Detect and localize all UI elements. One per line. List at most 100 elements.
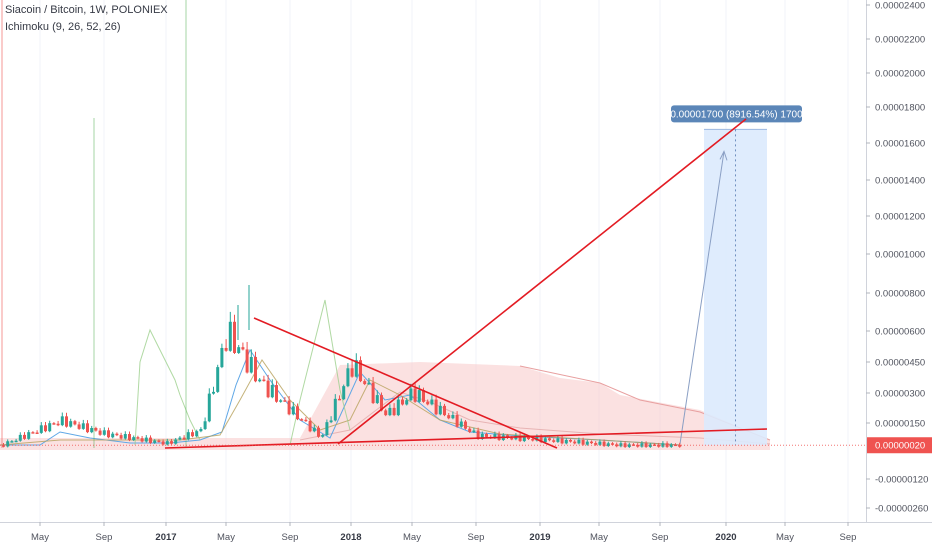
candle-body [233, 321, 236, 353]
candle-body [199, 429, 203, 432]
candle-body [275, 385, 278, 402]
candle-body [153, 440, 157, 443]
candle-body [241, 347, 245, 350]
candle-body [48, 423, 52, 432]
candle-body [581, 440, 585, 445]
candle-body [258, 379, 262, 382]
candle-body [363, 381, 367, 385]
current-price-label: 0.00000020 [875, 441, 925, 452]
candle-body [623, 443, 627, 447]
candle-body [375, 395, 379, 404]
price-label: 0.00002000 [875, 69, 925, 80]
candle-body [39, 425, 43, 433]
candle-body [665, 443, 669, 447]
candle-body [254, 356, 257, 382]
vertical-grid [39, 0, 849, 522]
projection-range[interactable]: 0.00001700 (8916.54%) 1700 [670, 105, 803, 446]
candle-body [405, 400, 409, 405]
candle-body [18, 434, 22, 441]
price-label: 0.00002200 [875, 35, 925, 46]
symbol-title[interactable]: Siacoin / Bitcoin, 1W, POLONIEX [5, 4, 168, 16]
candle-body [60, 416, 64, 426]
candle-body [480, 433, 484, 439]
candle-body [606, 443, 610, 446]
projection-label: 0.00001700 (8916.54%) 1700 [670, 109, 803, 120]
candle-body [333, 398, 337, 421]
candle-body [115, 433, 119, 436]
candle-body [636, 444, 640, 447]
candle-body [245, 349, 249, 373]
candle-body [627, 444, 631, 447]
candle-body [52, 423, 56, 425]
candle-body [228, 321, 232, 351]
time-label: 2019 [529, 532, 550, 543]
candle-body [270, 385, 274, 398]
candle-body [539, 436, 543, 443]
cloud-span-a [299, 391, 771, 445]
candle-body [438, 405, 442, 415]
candle-body [102, 430, 106, 435]
time-label: Sep [96, 532, 113, 543]
time-label: 2018 [340, 532, 361, 543]
candle-body [216, 367, 220, 392]
time-label: 2017 [155, 532, 176, 543]
candle-body [392, 407, 396, 416]
candle-body [65, 416, 68, 427]
candle-body [237, 347, 241, 353]
time-label: 2020 [715, 532, 736, 543]
candle-body [128, 434, 131, 441]
candle-body [10, 441, 14, 443]
candle-body [266, 380, 270, 398]
trendlines[interactable] [164, 118, 768, 449]
candle-body [296, 406, 299, 420]
price-axis[interactable]: 0.00002400 0.00002200 0.00002000 0.00001800… [0, 0, 932, 522]
price-label: -0.00000260 [875, 504, 928, 515]
candle-body [396, 399, 400, 416]
candle-body [598, 441, 602, 445]
candle-body [447, 415, 451, 419]
price-label: 0.00001200 [875, 212, 925, 223]
time-label: Sep [468, 532, 485, 543]
candle-body [451, 414, 455, 419]
candle-body [657, 444, 661, 447]
price-label: 0.00000600 [875, 327, 925, 338]
indicator-label[interactable]: Ichimoku (9, 26, 52, 26) [5, 21, 121, 33]
candle-body [77, 424, 81, 429]
candle-body [178, 437, 182, 440]
candle-body [434, 399, 438, 415]
candle-body [417, 390, 421, 402]
candle-body [527, 436, 530, 440]
candle-body [161, 441, 165, 445]
candle-body [123, 434, 127, 439]
price-label: 0.00000300 [875, 389, 925, 400]
candle-body [367, 382, 371, 385]
candle-body [31, 432, 35, 434]
projection-fill [704, 129, 767, 446]
descending-trendline [253, 317, 558, 449]
candle-body [493, 434, 497, 438]
candle-body [157, 440, 161, 443]
candle-body [23, 434, 26, 439]
candle-body [459, 421, 463, 427]
candle-body [569, 439, 572, 442]
candle-body [556, 438, 560, 442]
candle-body [170, 441, 173, 444]
projection-arrow [679, 151, 725, 445]
price-label: 0.00000800 [875, 289, 925, 300]
candle-body [283, 400, 287, 402]
price-label: 0.00001600 [875, 139, 925, 150]
candle-body [426, 401, 430, 405]
candle-body [312, 427, 316, 432]
candle-body [342, 386, 346, 400]
candle-body [317, 427, 320, 437]
price-label: 0.00001000 [875, 250, 925, 261]
time-axis[interactable]: May Sep 2017 May Sep 2018 May Sep 2019 May Sep 2020… [0, 522, 932, 550]
candle-body [329, 420, 333, 423]
candle-body [98, 430, 102, 435]
candle-body [350, 368, 354, 377]
candle-body [619, 443, 623, 447]
candle-body [262, 379, 266, 382]
candle-body [27, 432, 31, 439]
support-trendline [164, 428, 768, 449]
